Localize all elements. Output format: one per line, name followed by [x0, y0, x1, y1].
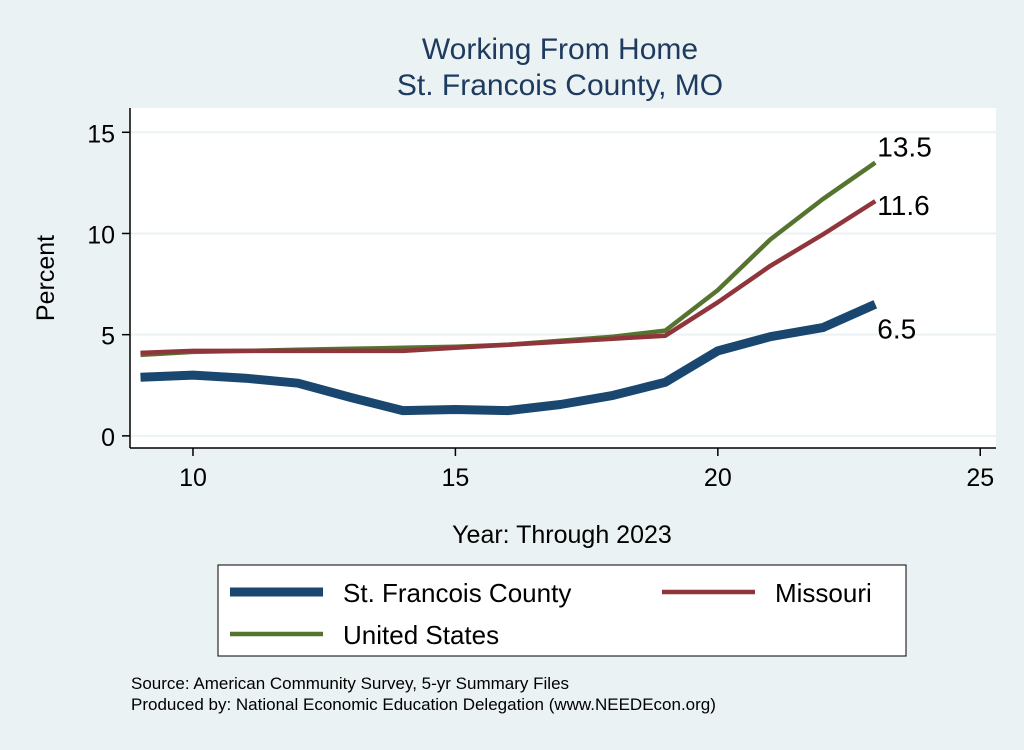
legend: St. Francois County Missouri United States: [217, 564, 907, 657]
legend-label: Missouri: [775, 578, 872, 608]
legend-label: St. Francois County: [343, 578, 571, 608]
y-tick-label: 15: [87, 120, 115, 148]
legend-label: United States: [343, 620, 499, 650]
y-tick-label: 5: [101, 323, 115, 351]
x-axis-label: Year: Through 2023: [452, 521, 672, 549]
y-tick-label: 10: [87, 221, 115, 249]
end-value-label: 13.5: [877, 132, 932, 163]
series-line-missouri: [140, 199, 877, 356]
x-tick-label: 20: [704, 464, 732, 492]
x-tick-label: 25: [966, 464, 994, 492]
x-tick-label: 10: [179, 464, 207, 492]
source-note: Source: American Community Survey, 5-yr …: [131, 674, 569, 693]
end-value-label: 11.6: [877, 190, 929, 221]
plot-area: [130, 108, 996, 448]
series-line-st-francois-county: [140, 300, 878, 416]
y-tick-label: 0: [101, 424, 115, 452]
end-value-label: 6.5: [877, 313, 916, 344]
x-tick-label: 15: [441, 464, 469, 492]
chart-subtitle: St. Francois County, MO: [397, 69, 723, 102]
y-axis-label: Percent: [32, 235, 60, 321]
produced-note: Produced by: National Economic Education…: [131, 695, 716, 714]
chart-title: Working From Home: [422, 33, 698, 66]
